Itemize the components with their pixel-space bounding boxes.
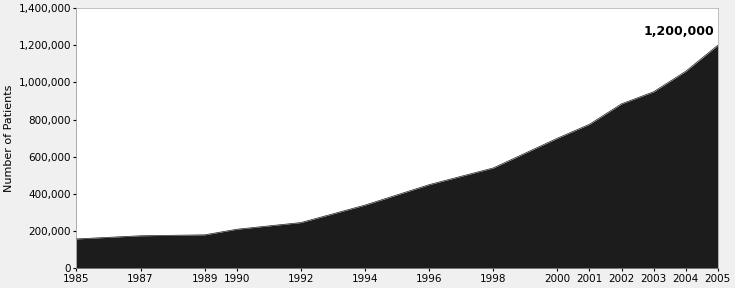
Y-axis label: Number of Patients: Number of Patients [4, 85, 14, 192]
Text: 1,200,000: 1,200,000 [644, 25, 714, 38]
